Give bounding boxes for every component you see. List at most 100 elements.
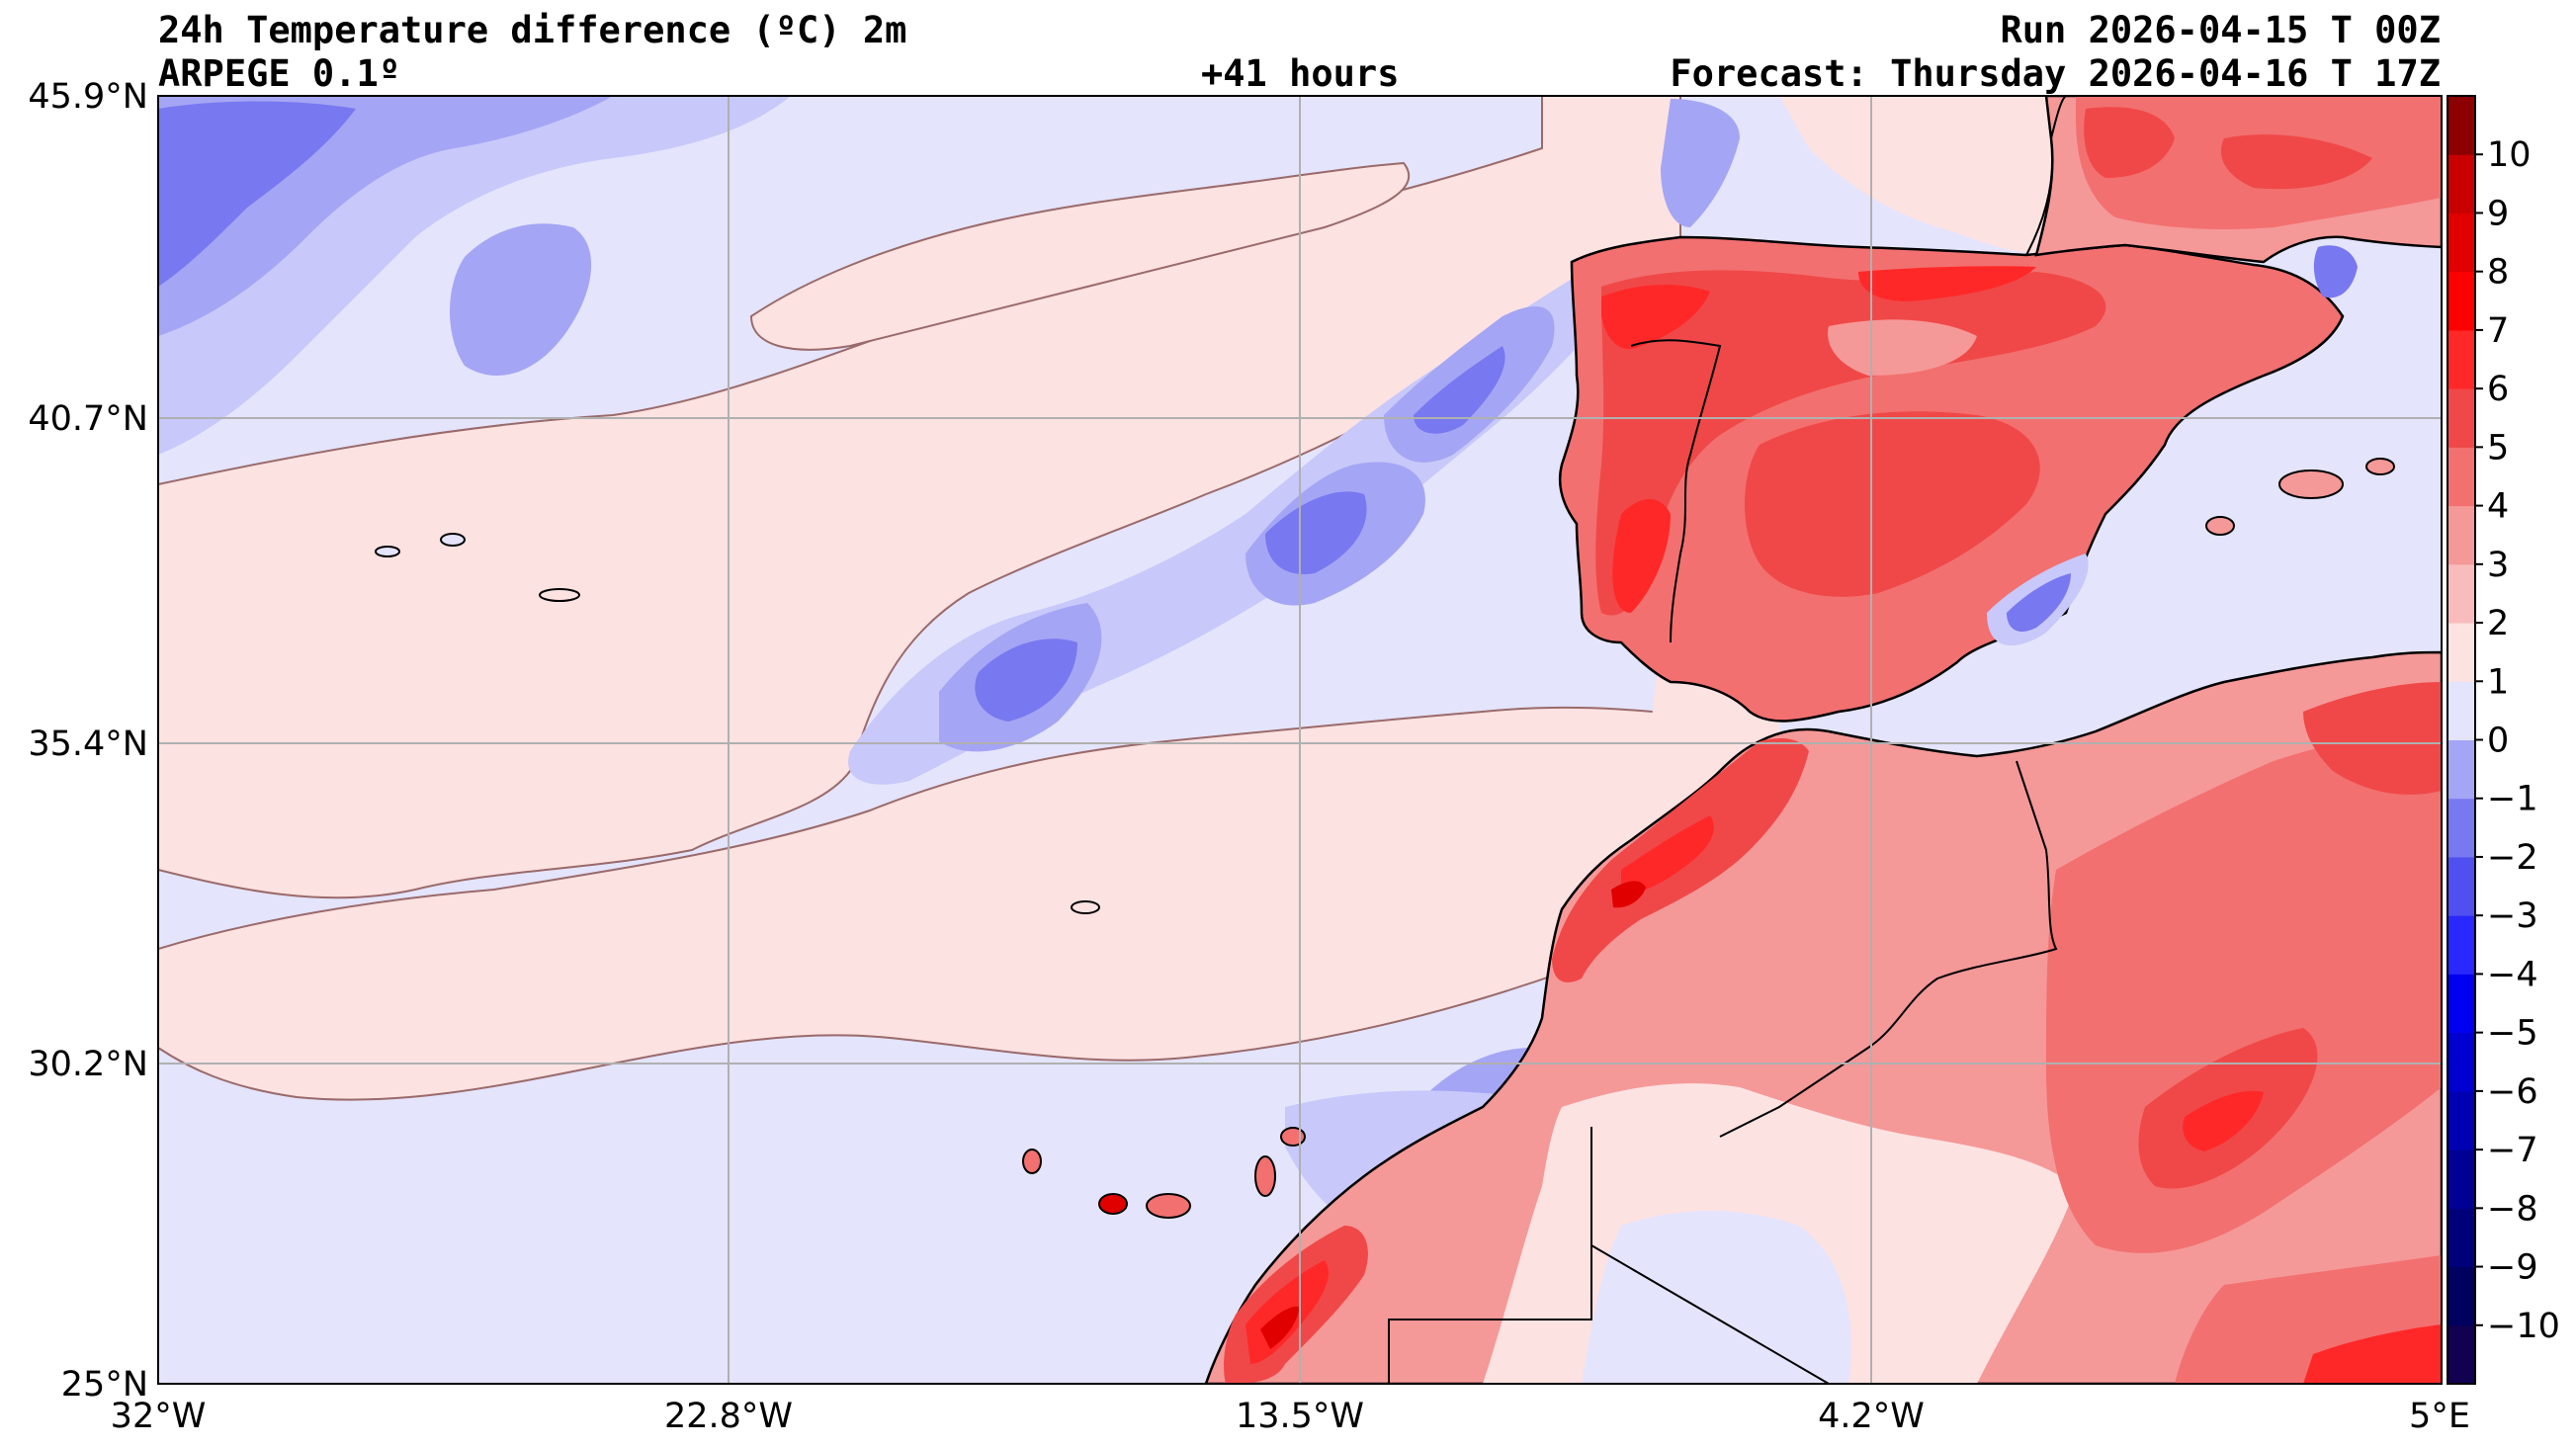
canary-island-3 <box>1022 1149 1042 1174</box>
iberia-hot-core <box>1601 285 1710 350</box>
colorbar-swatch <box>2447 915 2475 975</box>
colorbar-label: −7 <box>2487 1131 2538 1170</box>
france-cold-coast <box>2313 245 2358 298</box>
colorbar-swatch <box>2447 1150 2475 1209</box>
ocean-positive-band-top <box>749 161 1411 351</box>
cold-band-biscay <box>1661 99 1740 227</box>
colorbar-label: 6 <box>2487 370 2509 409</box>
colorbar-swatch <box>2447 974 2475 1034</box>
iberia-hot-1 <box>1595 270 2106 616</box>
africa-neg-interior <box>1582 1211 1851 1384</box>
y-tick-label: 30.2°N <box>28 1045 148 1084</box>
cold-anomaly-northwest-inner <box>158 101 356 287</box>
colorbar-swatch <box>2447 505 2475 565</box>
colorbar-swatch <box>2447 563 2475 624</box>
y-tick-label: 40.7°N <box>28 399 148 439</box>
sahara-coast-core-2 <box>1260 1306 1300 1349</box>
africa-east-hot <box>2303 682 2442 795</box>
colorbar-label: −3 <box>2487 896 2538 936</box>
country-borders <box>1388 96 2067 1384</box>
graticule <box>158 96 2442 1384</box>
colorbar-swatch <box>2447 739 2475 800</box>
colorbar-swatch <box>2447 1266 2475 1326</box>
x-tick-label: 32°W <box>111 1397 207 1436</box>
colorbar-swatch <box>2447 1208 2475 1268</box>
balearic-island-3 <box>2365 458 2395 475</box>
balearic-island-2 <box>2205 516 2235 536</box>
colorbar-label: 9 <box>2487 194 2509 233</box>
africa-hot-core <box>2183 1090 2264 1151</box>
france-hot-core <box>2084 107 2175 178</box>
colorbar-swatch <box>2447 1324 2475 1385</box>
map-title: 24h Temperature difference (ºC) 2m <box>158 9 907 51</box>
colorbar-label: 10 <box>2487 135 2532 175</box>
colorbar-swatch <box>2447 798 2475 858</box>
iberia-hot-2 <box>1745 411 2040 597</box>
azores-island-3 <box>375 546 400 557</box>
y-tick-label: 35.4°N <box>28 724 148 764</box>
run-label: Run 2026-04-15 T 00Z <box>2000 9 2441 51</box>
x-tick-label: 13.5°W <box>1236 1397 1364 1436</box>
madeira-island <box>1071 900 1100 914</box>
colorbar-label: 0 <box>2487 722 2509 761</box>
forecast-label: Forecast: Thursday 2026-04-16 T 17Z <box>1670 52 2441 95</box>
iberia-hot-core-3 <box>1612 499 1671 613</box>
colorbar-label: −9 <box>2487 1248 2538 1288</box>
azores-island-1 <box>539 588 580 602</box>
colorbar-label: 7 <box>2487 311 2509 351</box>
colorbar-swatch <box>2447 681 2475 740</box>
cold-band-atlantic-inner <box>975 639 1077 722</box>
iberia-hot-core-2 <box>1858 266 2036 301</box>
morocco-coast-core-2 <box>1611 881 1646 908</box>
iberia-light-patch <box>1828 319 1977 376</box>
lead-time-label: +41 hours <box>1201 52 1400 95</box>
colorbar-swatch <box>2447 1090 2475 1150</box>
y-axis-labels: 45.9°N 40.7°N 35.4°N 30.2°N 25°N <box>28 77 148 1405</box>
y-tick-label: 25°N <box>61 1365 148 1405</box>
colorbar-label: 1 <box>2487 662 2509 702</box>
morocco-coast-core <box>1621 815 1714 894</box>
x-axis-labels: 32°W 22.8°W 13.5°W 4.2°W 5°E <box>111 1397 2470 1436</box>
balearic-island-1 <box>2278 469 2344 499</box>
x-tick-label: 22.8°W <box>664 1397 793 1436</box>
colorbar-label: 8 <box>2487 253 2509 293</box>
colorbar-swatch <box>2447 329 2475 389</box>
colorbar-label: −4 <box>2487 955 2538 994</box>
colorbar-swatch <box>2447 623 2475 682</box>
colorbar-label: 4 <box>2487 487 2509 527</box>
map-frame <box>157 95 2443 1385</box>
france-hot-core-2 <box>2220 134 2372 190</box>
canary-island-2 <box>1146 1193 1191 1219</box>
colorbar-swatch <box>2447 213 2475 273</box>
colorbar-label: −5 <box>2487 1014 2538 1054</box>
canary-island-4 <box>1254 1155 1276 1197</box>
iberia-southeast-cold-core <box>2007 573 2071 633</box>
x-tick-label: 5°E <box>2409 1397 2470 1436</box>
y-tick-label: 45.9°N <box>28 77 148 117</box>
azores-island-2 <box>440 533 466 547</box>
model-label: ARPEGE 0.1º <box>158 52 401 95</box>
x-tick-label: 4.2°W <box>1818 1397 1925 1436</box>
colorbar-label: −8 <box>2487 1189 2538 1229</box>
colorbar-swatch <box>2447 388 2475 448</box>
colorbar-swatch <box>2447 271 2475 331</box>
canary-island-1 <box>1098 1193 1128 1215</box>
cold-band-galicia-core <box>1414 346 1505 434</box>
colorbar-swatch <box>2447 96 2475 155</box>
canary-island-5 <box>1280 1127 1306 1147</box>
cold-band-iberian-west-core <box>1265 491 1367 574</box>
colorbar-label: −2 <box>2487 838 2538 878</box>
ocean-positive-band-east <box>1779 96 2076 254</box>
africa-southeast-core <box>2303 1324 2442 1384</box>
colorbar-label: 3 <box>2487 546 2509 585</box>
colorbar-swatch <box>2447 1032 2475 1092</box>
colorbar-swatch <box>2447 447 2475 507</box>
colorbar <box>2447 95 2476 1385</box>
cold-anomaly-west-patch <box>450 223 592 376</box>
colorbar-label: −10 <box>2487 1307 2560 1346</box>
colorbar-label: −1 <box>2487 780 2538 819</box>
colorbar-label: 2 <box>2487 604 2509 643</box>
colorbar-swatch <box>2447 856 2475 916</box>
